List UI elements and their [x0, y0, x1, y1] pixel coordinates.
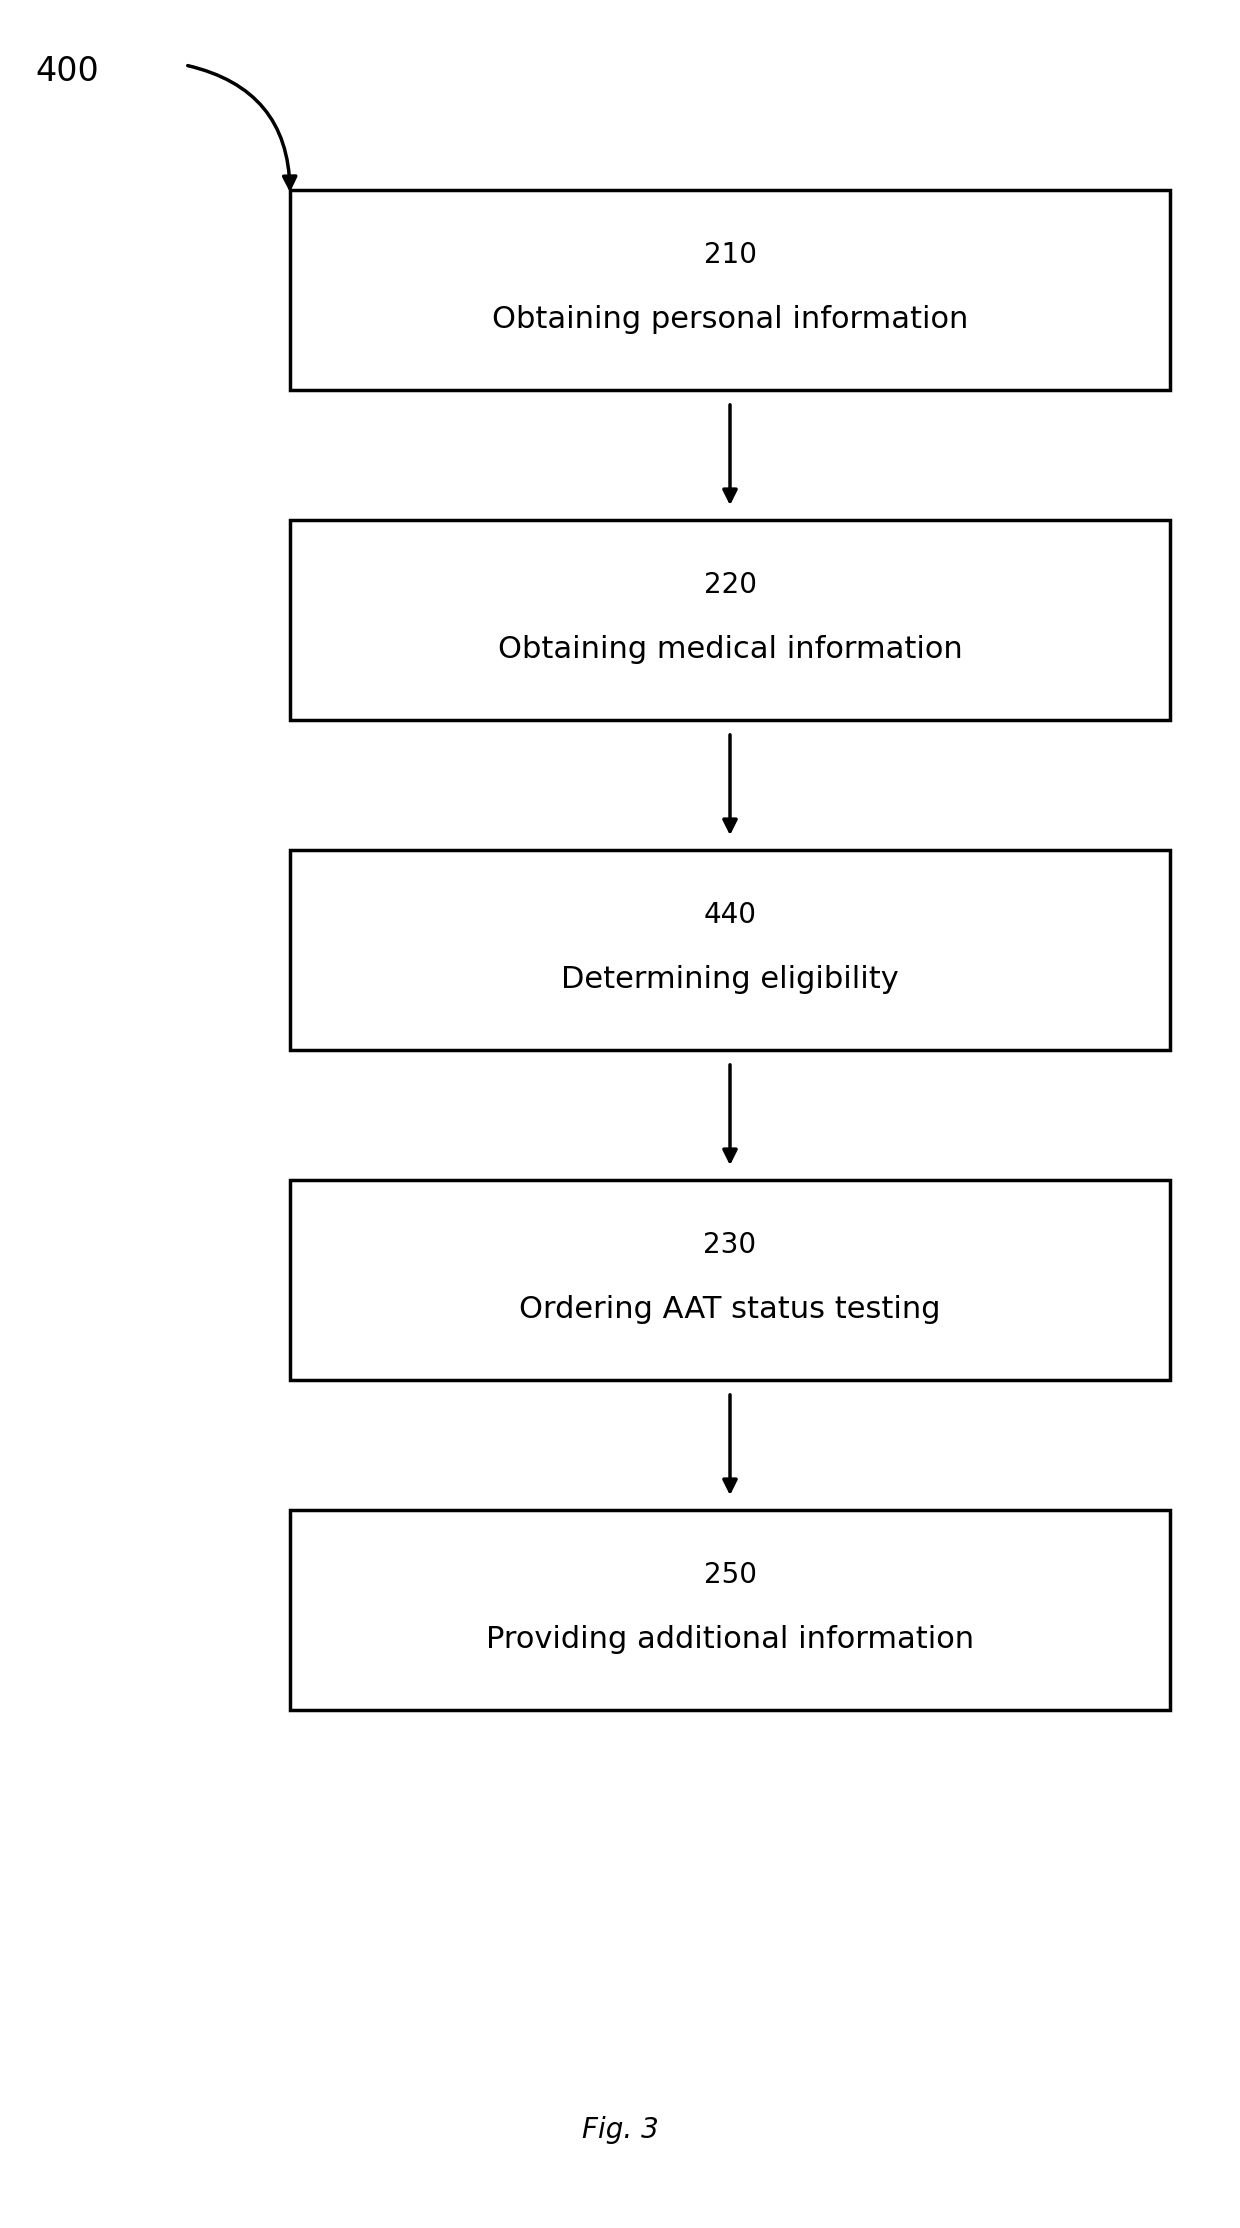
Bar: [290, 189, 1171, 390]
Bar: [290, 851, 1171, 1049]
Text: 250: 250: [703, 1562, 756, 1589]
Text: Fig. 3: Fig. 3: [582, 2117, 658, 2143]
Bar: [290, 1181, 1171, 1379]
Text: Obtaining personal information: Obtaining personal information: [492, 305, 968, 334]
Bar: [290, 519, 1171, 720]
Text: Providing additional information: Providing additional information: [486, 1626, 975, 1655]
Bar: [290, 1511, 1171, 1711]
Text: Determining eligibility: Determining eligibility: [562, 965, 899, 994]
Text: 220: 220: [703, 570, 756, 599]
Text: 230: 230: [703, 1232, 756, 1259]
Text: Obtaining medical information: Obtaining medical information: [497, 635, 962, 664]
Text: 210: 210: [703, 241, 756, 270]
Text: Ordering AAT status testing: Ordering AAT status testing: [520, 1294, 941, 1323]
Text: 400: 400: [35, 56, 99, 87]
Text: 440: 440: [703, 900, 756, 929]
